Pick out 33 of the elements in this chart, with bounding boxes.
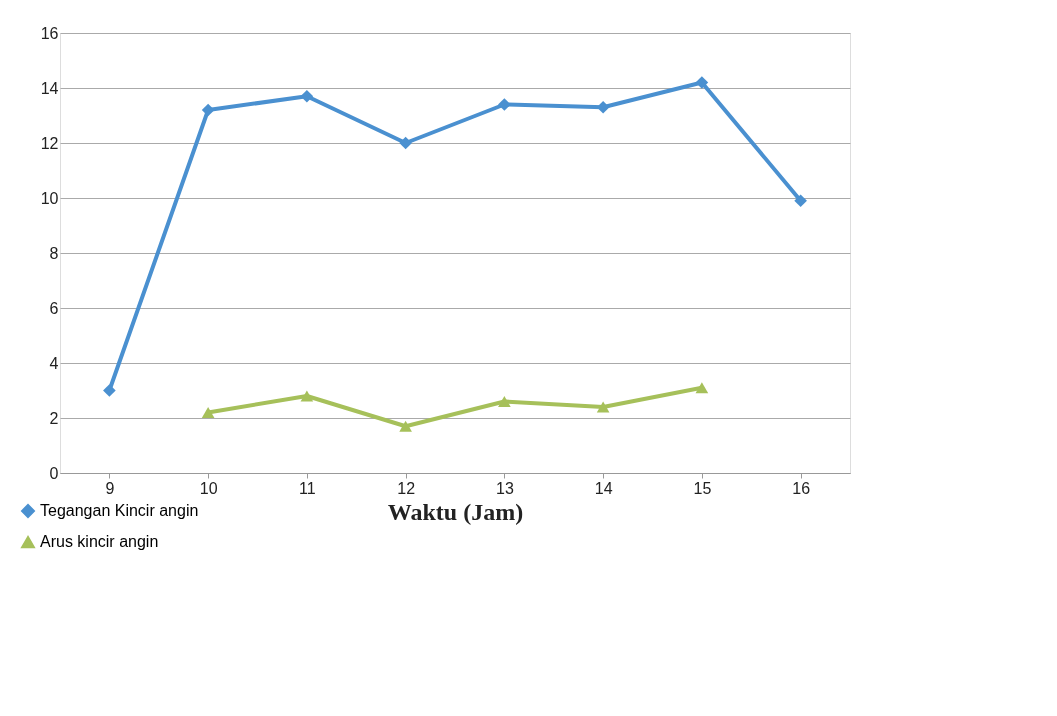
- point: [300, 89, 314, 103]
- y-tick-label: 10: [40, 189, 59, 207]
- x-tick-label: 13: [495, 479, 514, 497]
- x-tick-label: 12: [397, 479, 416, 497]
- y-tick-label: 0: [49, 464, 59, 482]
- point: [695, 382, 709, 394]
- y-tick-label: 16: [40, 24, 59, 42]
- y-tick-label: 8: [49, 244, 59, 262]
- y-tick-label: 2: [49, 409, 59, 427]
- legend-label: Tegangan Kincir angin: [40, 502, 199, 519]
- legend-label: Arus kincir angin: [40, 533, 159, 550]
- x-tick-label: 15: [693, 479, 712, 497]
- point: [201, 103, 215, 117]
- point: [794, 194, 807, 208]
- point: [596, 100, 610, 114]
- y-tick-label: 6: [49, 299, 59, 317]
- y-tick-label: 4: [49, 354, 59, 372]
- x-axis-title: Waktu (Jam): [387, 498, 524, 525]
- x-tick-label: 14: [594, 479, 613, 497]
- x-tick-label: 11: [299, 479, 316, 497]
- x-tick-label: 16: [792, 479, 811, 497]
- point: [103, 384, 116, 397]
- point: [399, 420, 412, 432]
- point: [695, 76, 709, 89]
- y-tick-label: 14: [40, 79, 59, 97]
- x-tick-label: 10: [199, 479, 218, 497]
- point: [498, 396, 511, 407]
- point: [596, 401, 610, 413]
- point: [201, 407, 215, 418]
- x-tick-label: 9: [105, 479, 115, 497]
- point: [300, 390, 314, 402]
- point: [399, 136, 412, 150]
- y-tick-label: 12: [40, 134, 59, 152]
